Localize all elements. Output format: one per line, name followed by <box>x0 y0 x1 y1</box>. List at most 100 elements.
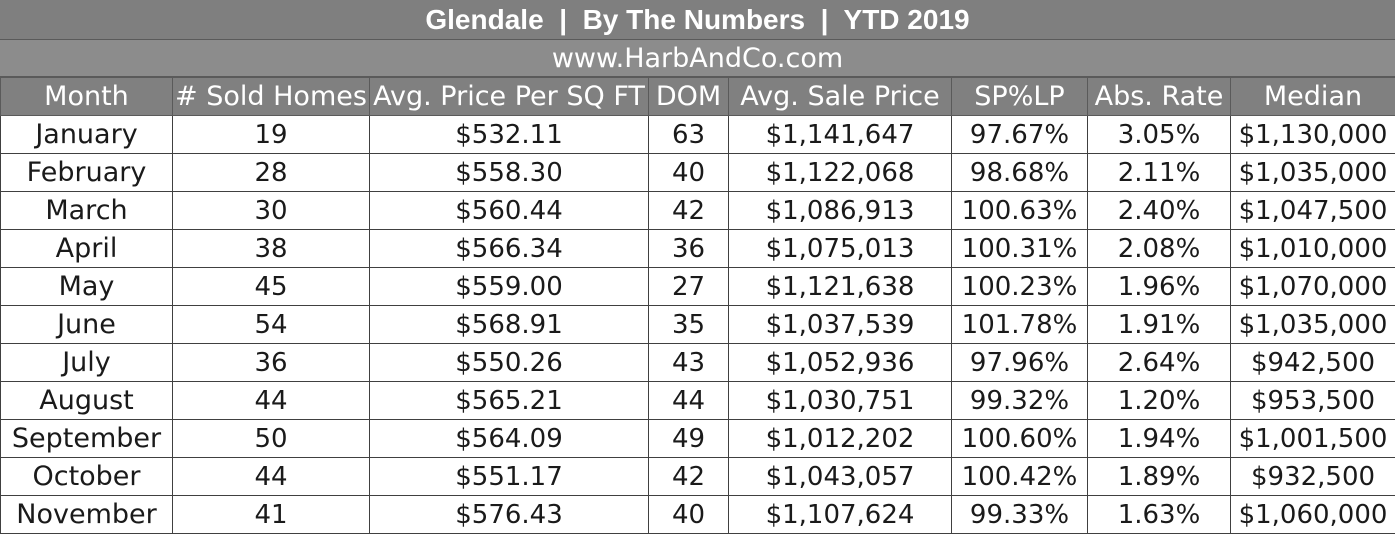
table-cell: 101.78% <box>952 306 1088 344</box>
table-cell: September <box>1 420 173 458</box>
table-cell: 1.91% <box>1088 306 1231 344</box>
column-header: SP%LP <box>952 78 1088 116</box>
table-cell: 1.94% <box>1088 420 1231 458</box>
table-cell: April <box>1 230 173 268</box>
table-cell: $559.00 <box>370 268 649 306</box>
table-cell: $932,500 <box>1231 458 1395 496</box>
table-cell: 2.08% <box>1088 230 1231 268</box>
table-cell: 43 <box>649 344 729 382</box>
table-cell: $564.09 <box>370 420 649 458</box>
table-cell: 27 <box>649 268 729 306</box>
column-header: Month <box>1 78 173 116</box>
table-cell: $532.11 <box>370 116 649 154</box>
column-header: Abs. Rate <box>1088 78 1231 116</box>
table-cell: 97.96% <box>952 344 1088 382</box>
table-cell: 45 <box>173 268 370 306</box>
table-cell: 44 <box>173 382 370 420</box>
table-cell: 50 <box>173 420 370 458</box>
table-cell: May <box>1 268 173 306</box>
column-header: Median <box>1231 78 1395 116</box>
table-cell: June <box>1 306 173 344</box>
table-cell: 1.96% <box>1088 268 1231 306</box>
table-cell: 99.32% <box>952 382 1088 420</box>
table-cell: 100.60% <box>952 420 1088 458</box>
table-cell: 49 <box>649 420 729 458</box>
table-cell: $550.26 <box>370 344 649 382</box>
table-cell: 3.05% <box>1088 116 1231 154</box>
column-header: Avg. Price Per SQ FT <box>370 78 649 116</box>
table-cell: 40 <box>649 154 729 192</box>
table-cell: 2.64% <box>1088 344 1231 382</box>
table-cell: $1,001,500 <box>1231 420 1395 458</box>
table-cell: $1,047,500 <box>1231 192 1395 230</box>
table-cell: 1.89% <box>1088 458 1231 496</box>
table-cell: 44 <box>173 458 370 496</box>
table-cell: July <box>1 344 173 382</box>
table-cell: $1,122,068 <box>729 154 952 192</box>
table-cell: $1,107,624 <box>729 496 952 534</box>
table-cell: 38 <box>173 230 370 268</box>
table-cell: $565.21 <box>370 382 649 420</box>
table-cell: $1,035,000 <box>1231 306 1395 344</box>
table-cell: 36 <box>649 230 729 268</box>
table-cell: $560.44 <box>370 192 649 230</box>
table-cell: 63 <box>649 116 729 154</box>
table-cell: $1,012,202 <box>729 420 952 458</box>
table-cell: 42 <box>649 192 729 230</box>
table-cell: January <box>1 116 173 154</box>
table-cell: October <box>1 458 173 496</box>
table-cell: $551.17 <box>370 458 649 496</box>
table-cell: $953,500 <box>1231 382 1395 420</box>
table-cell: $1,010,000 <box>1231 230 1395 268</box>
table-cell: 97.67% <box>952 116 1088 154</box>
table-cell: $576.43 <box>370 496 649 534</box>
table-cell: 100.42% <box>952 458 1088 496</box>
table-cell: $1,121,638 <box>729 268 952 306</box>
table-cell: $942,500 <box>1231 344 1395 382</box>
table-cell: 35 <box>649 306 729 344</box>
table-cell: August <box>1 382 173 420</box>
table-cell: 19 <box>173 116 370 154</box>
table-cell: November <box>1 496 173 534</box>
table-cell: 1.20% <box>1088 382 1231 420</box>
table-cell: $1,030,751 <box>729 382 952 420</box>
table-cell: 28 <box>173 154 370 192</box>
table-cell: 1.63% <box>1088 496 1231 534</box>
table-cell: $1,141,647 <box>729 116 952 154</box>
table-cell: 99.33% <box>952 496 1088 534</box>
table-cell: 41 <box>173 496 370 534</box>
table-cell: 98.68% <box>952 154 1088 192</box>
table-cell: 30 <box>173 192 370 230</box>
table-cell: February <box>1 154 173 192</box>
column-header: Avg. Sale Price <box>729 78 952 116</box>
website-banner: www.HarbAndCo.com <box>0 40 1395 77</box>
table-cell: $566.34 <box>370 230 649 268</box>
table-cell: $1,060,000 <box>1231 496 1395 534</box>
sheet-title: Glendale | By The Numbers | YTD 2019 <box>0 0 1395 40</box>
table-cell: 54 <box>173 306 370 344</box>
column-header: # Sold Homes <box>173 78 370 116</box>
column-header: DOM <box>649 78 729 116</box>
table-cell: $558.30 <box>370 154 649 192</box>
table-cell: 42 <box>649 458 729 496</box>
table-cell: $1,086,913 <box>729 192 952 230</box>
table-cell: 100.31% <box>952 230 1088 268</box>
table-cell: $568.91 <box>370 306 649 344</box>
table-cell: $1,070,000 <box>1231 268 1395 306</box>
table-cell: 2.40% <box>1088 192 1231 230</box>
table-cell: 2.11% <box>1088 154 1231 192</box>
table-cell: 44 <box>649 382 729 420</box>
